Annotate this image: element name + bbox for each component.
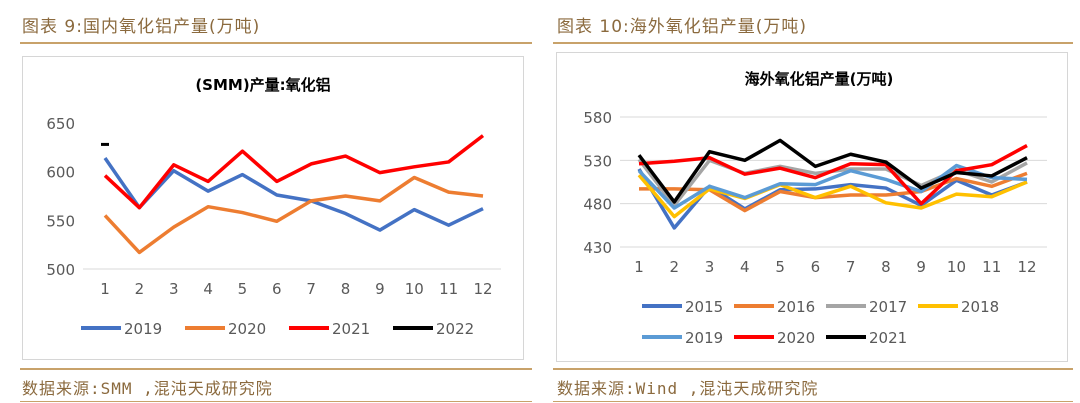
left-x-tick-label: 4 [203,280,213,298]
left-x-tick-label: 6 [272,280,282,298]
right-x-tick-label: 11 [982,258,1001,276]
left-source-note: 数据来源:SMM ,混沌天成研究院 [22,379,273,398]
left-series-2019-line [103,157,484,232]
right-legend-label-2015: 2015 [685,298,723,316]
left-series-2020-line [103,175,484,255]
right-source-rule-bottom [553,401,1073,402]
left-figure-caption: 图表 9:国内氧化铝产量(万吨) [22,17,261,37]
right-series-2018-line [637,173,1028,219]
right-legend-label-2019: 2019 [685,329,723,347]
left-caption-rule [20,42,532,44]
right-x-tick-label: 8 [881,258,891,276]
right-source-rule-top [553,368,1073,370]
right-x-tick-label: 5 [775,258,785,276]
left-y-tick-label: 650 [46,115,75,133]
right-y-tick-label: 430 [583,239,612,257]
left-chart-panel: (SMM)产量:氧化铝 500 550 600 650 1 2 3 4 5 6 7 8 9 10 11 12 20… [22,56,524,360]
right-legend-label-2020: 2020 [777,329,815,347]
right-x-tick-label: 6 [811,258,821,276]
left-source-rule-top [20,368,532,370]
left-legend-label-2022: 2022 [436,320,474,338]
left-x-tick-label: 12 [473,280,492,298]
left-y-tick-label: 500 [46,261,75,279]
left-legend-label-2019: 2019 [124,320,162,338]
right-x-tick-label: 1 [634,258,644,276]
right-y-tick-label: 580 [583,109,612,127]
left-chart-title: (SMM)产量:氧化铝 [195,76,330,94]
left-legend-label-2020: 2020 [228,320,266,338]
right-chart-title: 海外氧化铝产量(万吨) [745,70,894,88]
right-series-2021-line [637,138,1028,204]
left-source-rule-bottom [20,401,532,402]
left-x-tick-label: 7 [306,280,316,298]
left-x-tick-label: 5 [238,280,248,298]
right-legend-label-2021: 2021 [869,329,907,347]
right-x-tick-label: 7 [846,258,856,276]
right-chart-panel: 海外氧化铝产量(万吨) 430 480 530 580 1 2 3 4 5 6 7 8 9 10 11 12 20… [556,52,1068,362]
left-legend-label-2021: 2021 [332,320,370,338]
right-series-2019-line [637,163,1028,210]
right-x-tick-label: 12 [1017,258,1036,276]
right-x-tick-label: 9 [916,258,926,276]
left-x-tick-label: 1 [100,280,110,298]
right-x-tick-label: 4 [740,258,750,276]
right-legend-label-2016: 2016 [777,298,815,316]
left-series-2021-line [103,134,485,210]
left-y-tick-label: 600 [46,164,75,182]
right-y-tick-label: 530 [583,152,612,170]
right-legend-label-2017: 2017 [869,298,907,316]
right-y-tick-label: 480 [583,196,612,214]
right-x-tick-label: 3 [705,258,715,276]
left-x-tick-label: 10 [405,280,424,298]
right-caption-rule [553,42,1073,44]
right-figure-caption: 图表 10:海外氧化铝产量(万吨) [557,17,808,37]
left-x-tick-label: 2 [135,280,145,298]
right-x-tick-label: 2 [669,258,679,276]
right-legend-label-2018: 2018 [961,298,999,316]
right-x-tick-label: 10 [947,258,966,276]
left-x-tick-label: 9 [375,280,385,298]
left-y-tick-label: 550 [46,212,75,230]
right-source-note: 数据来源:Wind ,混沌天成研究院 [557,379,819,398]
left-x-tick-label: 3 [169,280,179,298]
left-x-tick-label: 11 [439,280,458,298]
left-x-tick-label: 8 [341,280,351,298]
